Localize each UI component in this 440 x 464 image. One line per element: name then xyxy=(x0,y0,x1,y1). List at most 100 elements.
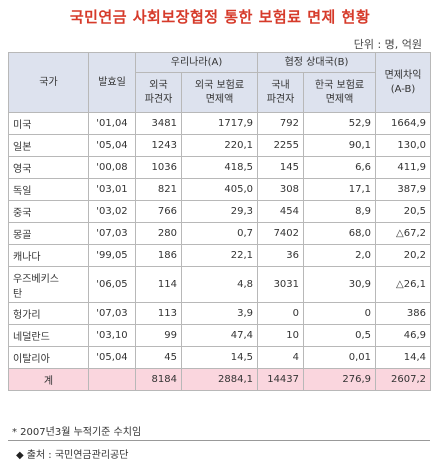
cell-diff: 387,9 xyxy=(375,178,432,201)
cell-date: '05,04 xyxy=(88,346,136,369)
cell-country: 헝가리 xyxy=(8,302,89,325)
total-a2: 2884,1 xyxy=(180,368,259,391)
header-date: 발효일 xyxy=(88,52,136,113)
cell-foreign-exempt: 47,4 xyxy=(180,324,259,347)
cell-foreign-exempt: 4,8 xyxy=(180,266,259,303)
cell-date: '03,02 xyxy=(88,200,136,223)
cell-domestic-dispatched: 10 xyxy=(257,324,305,347)
exemption-table: 국가 발효일 우리나라(A) 협정 상대국(B) 면제차익 (A-B) 외국 파… xyxy=(8,52,432,391)
cell-country: 캐나다 xyxy=(8,244,89,267)
header-domestic-dispatched: 국내 파견자 xyxy=(257,72,305,113)
table-row: 이탈리아 '05,04 45 14,5 4 0,01 14,4 xyxy=(8,346,432,369)
cell-date: '03,01 xyxy=(88,178,136,201)
cell-diff: △67,2 xyxy=(375,222,432,245)
total-b2: 276,9 xyxy=(303,368,377,391)
cell-date: '06,05 xyxy=(88,266,136,303)
cell-domestic-dispatched: 308 xyxy=(257,178,305,201)
cell-foreign-dispatched: 45 xyxy=(135,346,182,369)
cell-foreign-exempt: 14,5 xyxy=(180,346,259,369)
total-label: 계 xyxy=(8,368,89,391)
header-foreign-exempt: 외국 보험료 면제액 xyxy=(180,72,259,113)
table-row: 중국 '03,02 766 29,3 454 8,9 20,5 xyxy=(8,200,432,223)
cell-country: 중국 xyxy=(8,200,89,223)
cell-domestic-dispatched: 7402 xyxy=(257,222,305,245)
cell-country: 일본 xyxy=(8,134,89,157)
cell-diff: 20,2 xyxy=(375,244,432,267)
header-diff: 면제차익 (A-B) xyxy=(375,52,432,113)
cell-country: 몽골 xyxy=(8,222,89,245)
header-foreign-dispatched: 외국 파견자 xyxy=(135,72,182,113)
cell-diff: 130,0 xyxy=(375,134,432,157)
cell-foreign-exempt: 0,7 xyxy=(180,222,259,245)
cell-diff: 1664,9 xyxy=(375,112,432,135)
cell-foreign-exempt: 405,0 xyxy=(180,178,259,201)
unit-label: 단위 : 명, 억원 xyxy=(353,38,422,51)
total-a1: 8184 xyxy=(135,368,182,391)
cell-korea-exempt: 30,9 xyxy=(303,266,377,303)
total-diff: 2607,2 xyxy=(375,368,432,391)
cell-country: 영국 xyxy=(8,156,89,179)
cell-korea-exempt: 90,1 xyxy=(303,134,377,157)
total-date-cell xyxy=(88,368,136,391)
cell-country: 독일 xyxy=(8,178,89,201)
header-country: 국가 xyxy=(8,52,89,113)
cell-diff: 386 xyxy=(375,302,432,325)
cell-date: '03,10 xyxy=(88,324,136,347)
cell-korea-exempt: 2,0 xyxy=(303,244,377,267)
cell-foreign-exempt: 3,9 xyxy=(180,302,259,325)
source-text: 출처 : 국민연금관리공단 xyxy=(26,450,129,461)
cell-foreign-exempt: 418,5 xyxy=(180,156,259,179)
cell-foreign-exempt: 29,3 xyxy=(180,200,259,223)
cell-foreign-dispatched: 1243 xyxy=(135,134,182,157)
cell-foreign-exempt: 220,1 xyxy=(180,134,259,157)
cell-diff: △26,1 xyxy=(375,266,432,303)
cell-domestic-dispatched: 3031 xyxy=(257,266,305,303)
cell-korea-exempt: 0 xyxy=(303,302,377,325)
cell-country: 미국 xyxy=(8,112,89,135)
cell-diff: 46,9 xyxy=(375,324,432,347)
cell-korea-exempt: 52,9 xyxy=(303,112,377,135)
table-row: 독일 '03,01 821 405,0 308 17,1 387,9 xyxy=(8,178,432,201)
table-row: 미국 '01,04 3481 1717,9 792 52,9 1664,9 xyxy=(8,112,432,135)
table-row: 캐나다 '99,05 186 22,1 36 2,0 20,2 xyxy=(8,244,432,267)
cell-domestic-dispatched: 0 xyxy=(257,302,305,325)
cell-domestic-dispatched: 4 xyxy=(257,346,305,369)
footnote: * 2007년3월 누적기준 수치임 xyxy=(8,421,430,441)
table-row: 우즈베키스 탄 '06,05 114 4,8 3031 30,9 △26,1 xyxy=(8,266,432,303)
cell-domestic-dispatched: 2255 xyxy=(257,134,305,157)
cell-date: '01,04 xyxy=(88,112,136,135)
cell-date: '07,03 xyxy=(88,222,136,245)
cell-foreign-dispatched: 3481 xyxy=(135,112,182,135)
cell-diff: 20,5 xyxy=(375,200,432,223)
page-title: 국민연금 사회보장협정 통한 보험료 면제 현황 xyxy=(69,8,371,26)
cell-foreign-dispatched: 114 xyxy=(135,266,182,303)
cell-foreign-dispatched: 821 xyxy=(135,178,182,201)
header-korea-group: 우리나라(A) xyxy=(134,52,259,73)
source-line: ◆ 출처 : 국민연금관리공단 xyxy=(16,446,128,461)
cell-domestic-dispatched: 36 xyxy=(257,244,305,267)
cell-foreign-exempt: 22,1 xyxy=(180,244,259,267)
cell-country: 네덜란드 xyxy=(8,324,89,347)
cell-date: '00,08 xyxy=(88,156,136,179)
cell-date: '99,05 xyxy=(88,244,136,267)
cell-korea-exempt: 6,6 xyxy=(303,156,377,179)
cell-foreign-exempt: 1717,9 xyxy=(180,112,259,135)
cell-foreign-dispatched: 280 xyxy=(135,222,182,245)
bullet-icon: ◆ xyxy=(16,450,24,461)
cell-korea-exempt: 68,0 xyxy=(303,222,377,245)
table-row: 몽골 '07,03 280 0,7 7402 68,0 △67,2 xyxy=(8,222,432,245)
cell-date: '05,04 xyxy=(88,134,136,157)
cell-foreign-dispatched: 113 xyxy=(135,302,182,325)
cell-foreign-dispatched: 766 xyxy=(135,200,182,223)
total-row: 계 8184 2884,1 14437 276,9 2607,2 xyxy=(8,368,432,391)
table-row: 영국 '00,08 1036 418,5 145 6,6 411,9 xyxy=(8,156,432,179)
cell-diff: 14,4 xyxy=(375,346,432,369)
cell-foreign-dispatched: 99 xyxy=(135,324,182,347)
cell-korea-exempt: 0,01 xyxy=(303,346,377,369)
table-row: 일본 '05,04 1243 220,1 2255 90,1 130,0 xyxy=(8,134,432,157)
cell-country: 우즈베키스 탄 xyxy=(8,266,89,303)
cell-date: '07,03 xyxy=(88,302,136,325)
cell-diff: 411,9 xyxy=(375,156,432,179)
cell-domestic-dispatched: 145 xyxy=(257,156,305,179)
cell-foreign-dispatched: 1036 xyxy=(135,156,182,179)
